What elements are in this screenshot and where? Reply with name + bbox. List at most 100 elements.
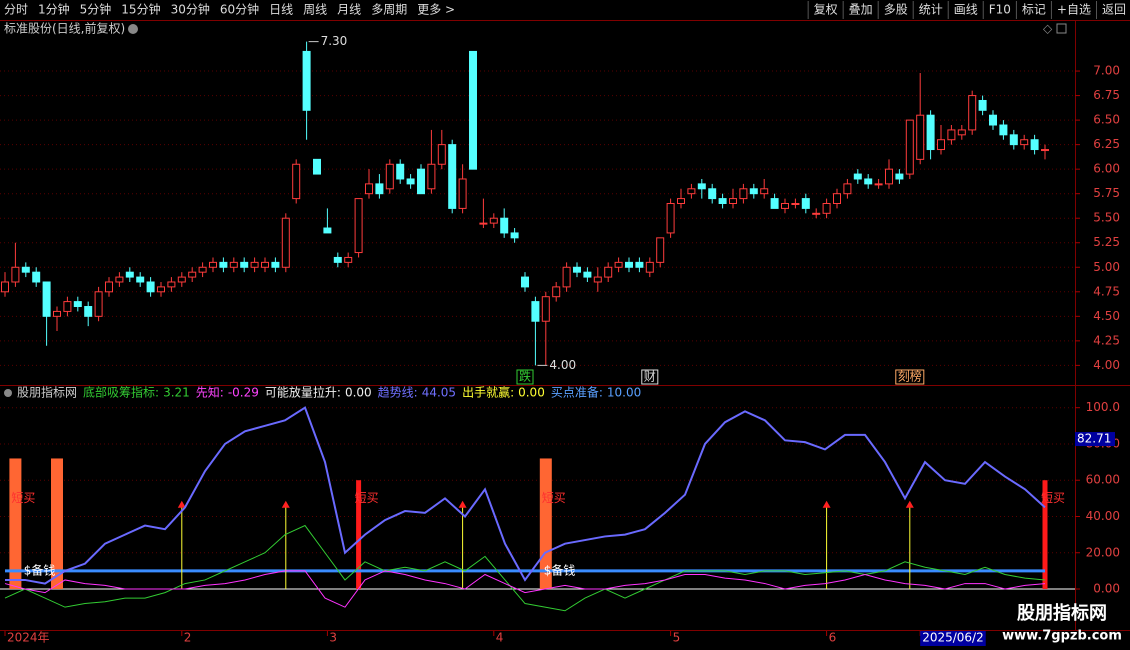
watermark-name: 股朋指标网 <box>1016 602 1107 624</box>
readout-name: 底部吸筹指标: <box>83 385 159 400</box>
volume-spike <box>356 480 362 590</box>
panel-icon[interactable] <box>1056 23 1067 34</box>
candle-body <box>573 266 581 273</box>
toolbar-button[interactable]: F10 <box>989 3 1011 17</box>
candle-body <box>375 183 384 195</box>
candle-body <box>666 203 675 234</box>
toolbar-tab[interactable]: 60分钟 <box>220 2 259 17</box>
candle-body <box>365 183 373 195</box>
volume-spike <box>51 458 63 590</box>
y-tick-label: 60.00 <box>1086 473 1120 487</box>
prepare-label: $备钱 <box>24 562 56 577</box>
candle-body <box>229 261 238 268</box>
candle-body <box>895 173 904 180</box>
readout-name: 趋势线: <box>378 386 418 400</box>
date-label: 2 <box>184 631 192 645</box>
y-tick-label: 4.75 <box>1093 284 1120 298</box>
toolbar-button[interactable]: 复权 <box>814 3 838 17</box>
candle-body <box>136 276 145 283</box>
y-tick-label: 4.00 <box>1093 358 1120 372</box>
candle-body <box>1041 149 1049 152</box>
date-label: 6 <box>829 631 837 645</box>
toolbar-tab[interactable]: 更多 > <box>417 3 455 17</box>
candle-body <box>801 198 810 209</box>
toolbar-button[interactable]: 叠加 <box>849 3 873 17</box>
candle-body <box>885 168 893 185</box>
candle-body <box>63 301 72 312</box>
candle-body <box>739 188 748 200</box>
candle-body <box>729 198 737 204</box>
annotation-label: 4.00 <box>549 358 576 372</box>
candle-body <box>448 144 457 209</box>
signal-arrow <box>177 500 186 508</box>
toolbar-tab[interactable]: 1分钟 <box>38 2 70 17</box>
signal-arrow <box>458 500 467 508</box>
y-tick-label: 5.75 <box>1093 186 1120 200</box>
candle-body <box>593 276 602 283</box>
readout-value: 0.00 <box>345 386 372 400</box>
candle-body <box>437 144 446 165</box>
candle-body <box>333 256 342 263</box>
candle-body <box>833 193 841 205</box>
toolbar-tab[interactable]: 日线 <box>269 3 293 17</box>
short-buy-label: 短买 <box>542 491 566 505</box>
toolbar-button[interactable]: 统计 <box>919 3 943 17</box>
candle-body <box>479 222 488 225</box>
volume-spike <box>9 458 22 590</box>
candle-body <box>864 178 873 185</box>
candle-body <box>406 178 415 185</box>
date-label: 3 <box>329 631 337 645</box>
short-buy-label: 短买 <box>1041 491 1065 505</box>
event-marker[interactable]: 跌 <box>519 369 531 384</box>
toolbar-button[interactable]: 画线 <box>954 3 978 17</box>
candle-body <box>874 183 883 186</box>
candle-body <box>53 310 61 317</box>
candle-body <box>115 276 124 283</box>
event-marker-box <box>895 369 925 385</box>
candle-body <box>84 306 93 317</box>
toolbar-tab[interactable]: 月线 <box>337 3 361 17</box>
indicator-line <box>5 406 1046 585</box>
y-tick-label: 4.50 <box>1093 309 1120 323</box>
indicator-menu-icon[interactable] <box>4 389 12 397</box>
y-tick-label: 20.00 <box>1086 545 1120 559</box>
candle-body <box>1020 139 1029 146</box>
toolbar-tab[interactable]: 周线 <box>303 3 327 17</box>
toolbar-tab[interactable]: 15分钟 <box>121 2 160 17</box>
y-tick-label: 0.00 <box>1093 582 1120 596</box>
toolbar-button[interactable]: +自选 <box>1057 3 1091 17</box>
event-marker[interactable]: 刻榜 <box>898 369 922 384</box>
readout-value: -0.29 <box>228 386 259 400</box>
toolbar-tab[interactable]: 分时 <box>4 3 28 17</box>
candle-body <box>926 114 935 151</box>
candle-body <box>1009 134 1018 146</box>
candle-body <box>760 188 769 195</box>
candle-body <box>146 281 155 293</box>
toolbar-button[interactable]: 返回 <box>1102 3 1126 17</box>
candle-body <box>843 183 852 195</box>
toolbar-tab[interactable]: 30分钟 <box>171 2 210 17</box>
candle-body <box>32 271 41 283</box>
date-label: 2025/06/2 <box>922 631 984 645</box>
panel-icon[interactable]: ◇ <box>1043 22 1053 36</box>
readout-value: 3.21 <box>163 386 190 400</box>
candle-body <box>687 188 696 195</box>
toolbar-tab[interactable]: 多周期 <box>371 3 407 17</box>
candle-body <box>552 286 561 298</box>
prepare-label: $备钱 <box>544 562 576 577</box>
candle-body <box>968 95 977 131</box>
readout-name: 可能放量拉升: <box>265 385 341 400</box>
y-tick-label: 40.00 <box>1086 509 1120 523</box>
title-menu-icon[interactable] <box>128 24 138 34</box>
y-tick-label: 5.50 <box>1093 211 1120 225</box>
event-marker[interactable]: 财 <box>644 370 656 384</box>
candle-body <box>781 203 789 209</box>
event-marker-box <box>641 369 659 385</box>
toolbar-button[interactable]: 多股 <box>884 3 908 17</box>
toolbar-tab[interactable]: 5分钟 <box>80 2 112 17</box>
candle-body <box>344 256 353 263</box>
toolbar-button[interactable]: 标记 <box>1022 3 1046 17</box>
candle-body <box>853 173 862 180</box>
candle-body <box>937 139 945 151</box>
